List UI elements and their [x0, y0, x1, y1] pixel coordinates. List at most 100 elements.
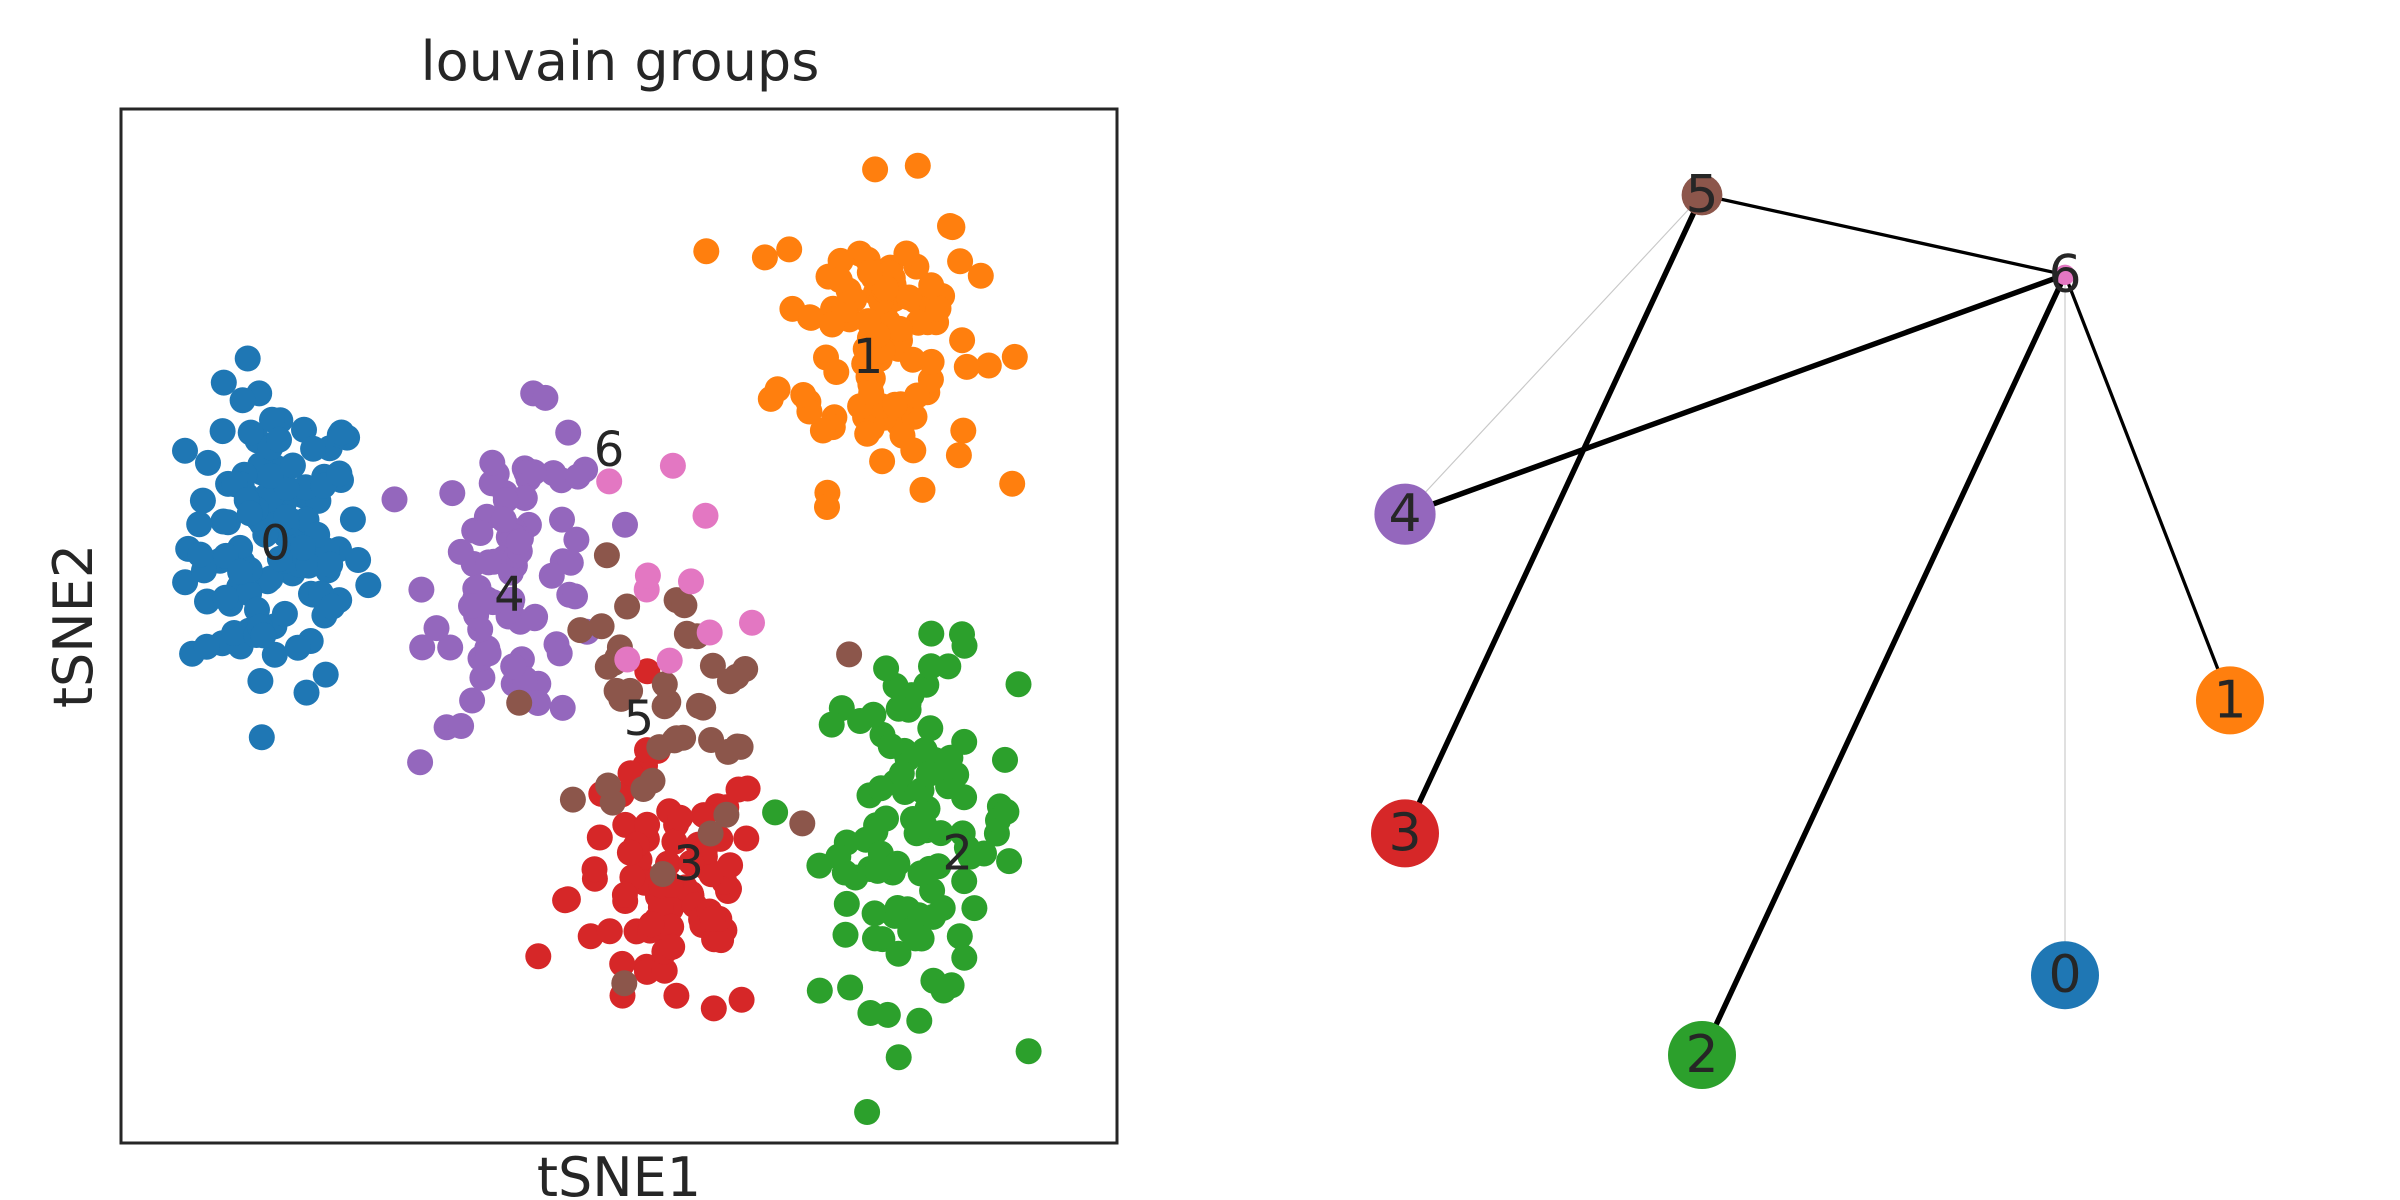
scatter-point-group-2: [949, 820, 976, 847]
scatter-point-group-4: [562, 583, 588, 610]
scatter-point-group-0: [326, 460, 353, 487]
scatter-point-group-2: [857, 1000, 884, 1026]
scatter-group-label-4: 4: [494, 567, 525, 623]
scatter-point-group-3: [611, 881, 638, 908]
graph-edge-6-2: [1699, 273, 2068, 1057]
scatter-point-group-0: [328, 419, 355, 446]
scatter-point-group-2: [884, 850, 911, 877]
scatter-point-group-3: [700, 995, 727, 1022]
scatter-point-group-3: [663, 982, 690, 1009]
scatter-point-group-3: [717, 852, 744, 879]
scatter-point-group-3: [708, 927, 735, 954]
scatter-group-label-2: 2: [942, 826, 973, 882]
scatter-point-group-2: [897, 918, 924, 945]
graph-edge-5-3: [1402, 193, 1705, 835]
scatter-point-group-1: [823, 359, 850, 385]
scatter-point-group-1: [953, 353, 980, 380]
scatter-point-group-5: [614, 593, 641, 620]
graph-node-4: [1374, 483, 1436, 545]
scatter-point-group-2: [818, 711, 845, 738]
scatter-point-group-1: [900, 437, 927, 464]
scatter-group-label-3: 3: [673, 836, 704, 892]
scatter-group-labels: 0 1 2 3 4 5 6: [260, 329, 973, 892]
scatter-point-group-5: [506, 689, 533, 716]
scatter-point-group-3: [638, 911, 665, 938]
scatter-point-group-1: [819, 311, 846, 338]
graph-node-label-0: 0: [2048, 945, 2081, 1005]
scatter-point-group-1: [967, 262, 994, 289]
scatter-point-group-5: [608, 685, 635, 712]
scatter-point-group-2: [806, 977, 833, 1004]
scatter-point-group-5: [713, 801, 740, 828]
scatter-point-group-0: [355, 572, 382, 599]
scatter-point-group-2: [951, 868, 978, 895]
scatter-point-group-2: [911, 737, 938, 764]
scatter-point-group-5: [699, 652, 726, 679]
scatter-point-group-1: [798, 304, 824, 331]
scatter-point-group-5: [649, 861, 676, 887]
scatter-point-group-4: [479, 449, 506, 476]
graph-node-1: [2196, 666, 2264, 735]
scatter-group-label-0: 0: [260, 515, 291, 571]
scatter-point-group-0: [345, 547, 372, 573]
scatter-point-group-1: [693, 238, 720, 265]
scatter-point-group-6: [692, 502, 719, 529]
scatter-point-group-3: [725, 776, 752, 803]
scatter-point-group-5: [594, 653, 621, 680]
scatter-point-group-3: [609, 950, 636, 977]
scatter-point-group-5: [651, 671, 678, 698]
scatter-point-group-4: [448, 713, 475, 739]
scatter-point-group-0: [172, 569, 199, 596]
scatter-point-group-2: [885, 695, 912, 722]
scatter-point-group-4: [557, 549, 584, 576]
scatter-point-group-4: [549, 694, 576, 721]
scatter-point-group-2: [1015, 1038, 1042, 1065]
scatter-point-group-5: [675, 622, 702, 649]
scatter-point-group-0: [237, 419, 264, 446]
graph-node-2: [1668, 1021, 1736, 1089]
scatter-point-group-3: [659, 933, 686, 960]
scatter-point-group-0: [319, 593, 346, 620]
scatter-point-group-3: [699, 905, 726, 932]
scatter-point-group-0: [261, 641, 288, 668]
graph-node-label-3: 3: [1388, 803, 1421, 863]
scatter-point-group-4: [475, 640, 502, 667]
scatter-point-group-2: [861, 900, 888, 927]
scatter-point-group-4: [549, 506, 575, 533]
scatter-point-group-0: [257, 462, 284, 489]
scatter-point-group-1: [764, 376, 791, 403]
scatter-point-group-2: [918, 653, 944, 680]
scatter-point-group-5: [697, 820, 724, 847]
scatter-point-group-4: [612, 511, 638, 538]
scatter-point-group-4: [423, 615, 450, 642]
scatter-point-group-1: [975, 352, 1002, 379]
scatter-point-group-2: [951, 728, 978, 755]
scatter-point-group-1: [881, 391, 908, 418]
graph-edge-5-4: [1404, 194, 1703, 515]
scatter-point-group-2: [832, 921, 859, 948]
scatter-point-group-0: [209, 418, 236, 445]
scatter-point-group-2: [996, 848, 1023, 875]
scatter-point-group-4: [490, 506, 517, 533]
scatter-point-group-3: [616, 839, 643, 866]
scatter-point-group-0: [227, 558, 254, 585]
scatter-point-group-0: [248, 724, 275, 751]
scatter-point-group-1: [856, 259, 883, 286]
scatter-point-group-4: [479, 589, 506, 616]
scatter-point-group-1: [899, 346, 926, 373]
scatter-point-group-4: [540, 460, 567, 487]
scatter-point-group-1: [999, 470, 1026, 497]
scatter-point-group-2: [930, 977, 957, 1004]
scatter-point-group-1: [814, 494, 840, 520]
scatter-point-group-1: [904, 152, 931, 179]
scatter-point-group-2: [884, 895, 911, 921]
scatter-point-group-1: [790, 382, 817, 408]
scatter-point-group-0: [266, 545, 293, 572]
scatter-point-group-4: [546, 640, 573, 667]
scatter-point-group-1: [858, 379, 885, 406]
scatter-point-group-0: [289, 534, 316, 561]
scatter-point-group-6: [596, 468, 623, 495]
scatter-point-group-0: [312, 661, 339, 688]
scatter-point-group-1: [855, 308, 882, 335]
